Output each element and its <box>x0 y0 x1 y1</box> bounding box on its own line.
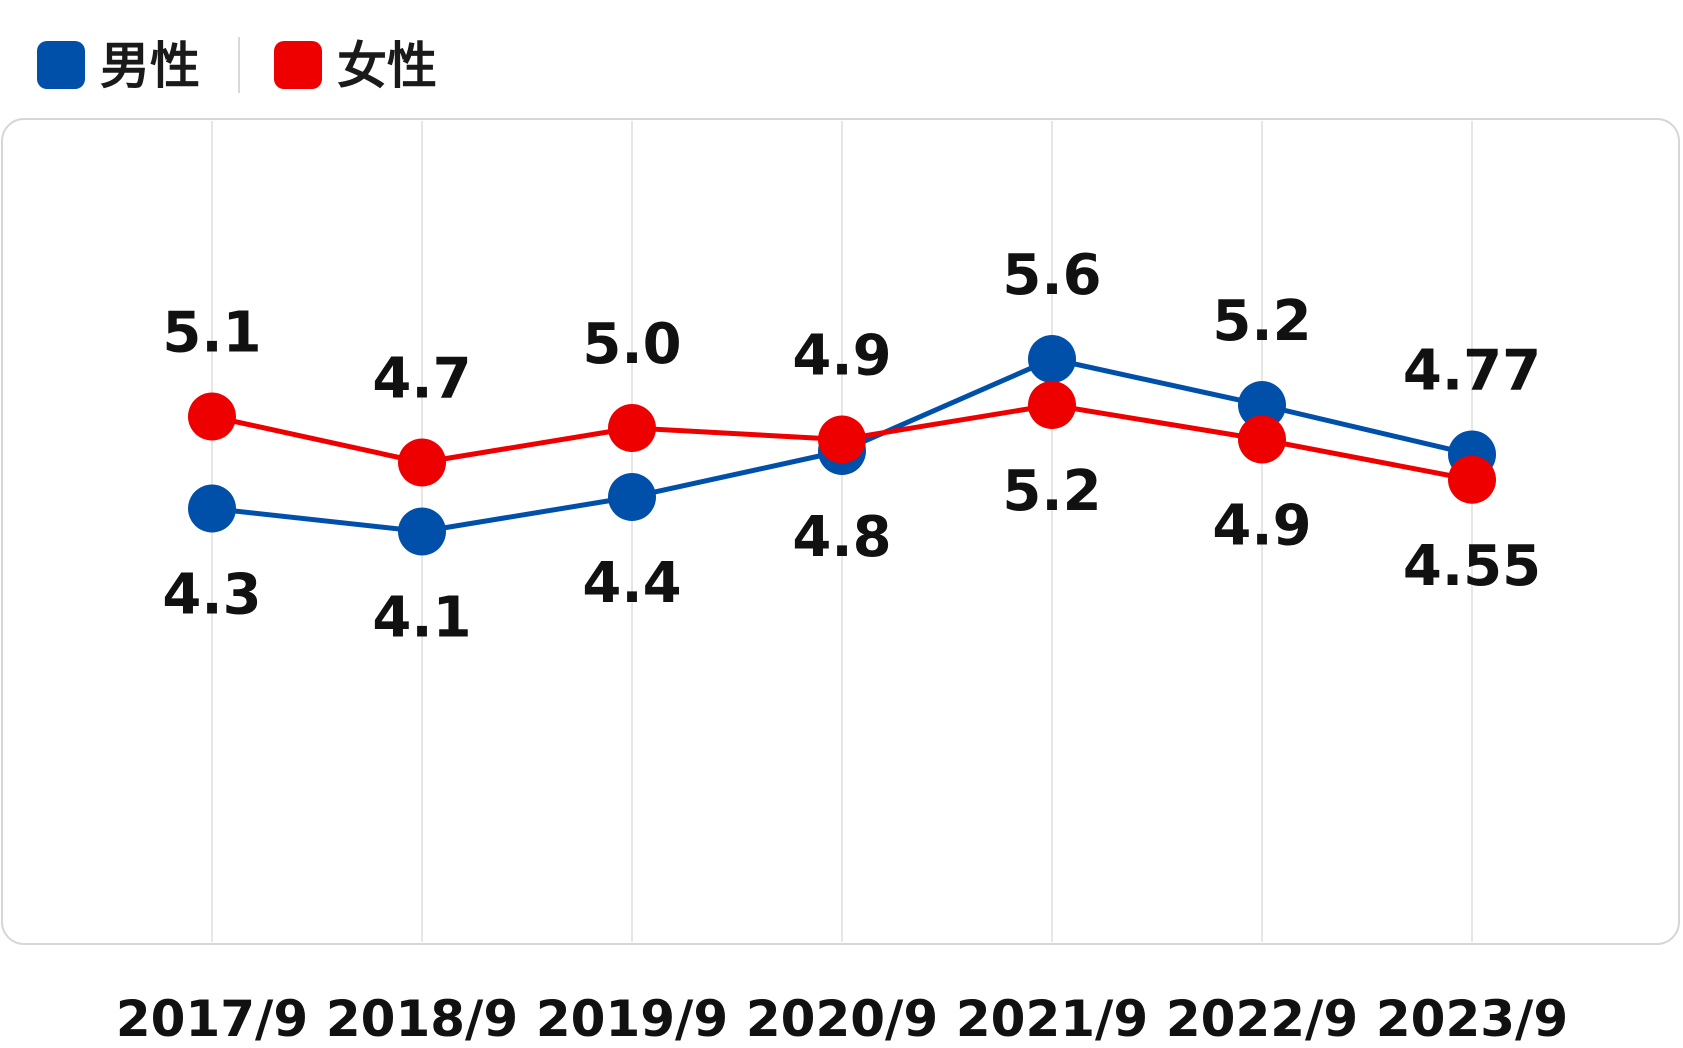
data-point-male <box>608 473 656 521</box>
value-label-female: 5.1 <box>162 301 261 366</box>
value-label-female: 4.9 <box>792 324 891 389</box>
value-label-female: 4.55 <box>1403 534 1541 599</box>
legend-swatch-female <box>274 41 322 89</box>
value-label-male: 5.6 <box>1002 243 1101 308</box>
value-label-male: 4.8 <box>792 505 891 570</box>
x-tick-label: 2022/9 <box>1166 990 1358 1048</box>
data-point-female <box>608 404 656 452</box>
value-label-male: 4.4 <box>582 551 681 616</box>
x-tick-label: 2018/9 <box>326 990 518 1048</box>
x-axis-labels: 2017/9 2018/9 2019/9 2020/9 2021/9 2022/9 2023… <box>116 990 1568 1048</box>
data-point-female <box>818 415 866 464</box>
value-label-female: 5.2 <box>1002 459 1101 524</box>
x-tick-label: 2019/9 <box>536 990 728 1048</box>
legend-swatch-male <box>37 41 85 89</box>
data-point-female <box>1028 381 1076 429</box>
value-label-male: 5.2 <box>1212 289 1311 354</box>
value-label-male: 4.1 <box>372 586 471 651</box>
data-point-female <box>188 392 236 441</box>
x-tick-label: 2023/9 <box>1376 990 1568 1048</box>
x-tick-label: 2020/9 <box>746 990 938 1048</box>
legend-label-male: 男性 <box>100 37 200 95</box>
data-point-female <box>1238 415 1286 464</box>
legend: 男性 女性 <box>37 37 437 95</box>
data-point-male <box>188 484 236 533</box>
x-tick-label: 2021/9 <box>956 990 1148 1048</box>
value-label-male: 4.3 <box>162 563 261 628</box>
data-point-male <box>1238 381 1286 429</box>
value-label-female: 5.0 <box>582 312 681 377</box>
data-point-male <box>1028 335 1076 383</box>
data-point-female <box>1448 455 1496 504</box>
legend-label-female: 女性 <box>337 37 437 95</box>
data-point-male <box>398 507 446 556</box>
data-points <box>188 335 1496 556</box>
value-label-female: 4.9 <box>1212 494 1311 559</box>
value-label-male: 4.77 <box>1403 338 1541 403</box>
value-label-female: 4.7 <box>372 347 471 412</box>
x-tick-label: 2017/9 <box>116 990 308 1048</box>
data-point-female <box>398 438 446 487</box>
value-labels: 5.1 4.3 4.7 4.1 5.0 4.4 4.9 4.8 5.6 5.2 5.2 4.9 4.77… <box>162 243 1541 651</box>
